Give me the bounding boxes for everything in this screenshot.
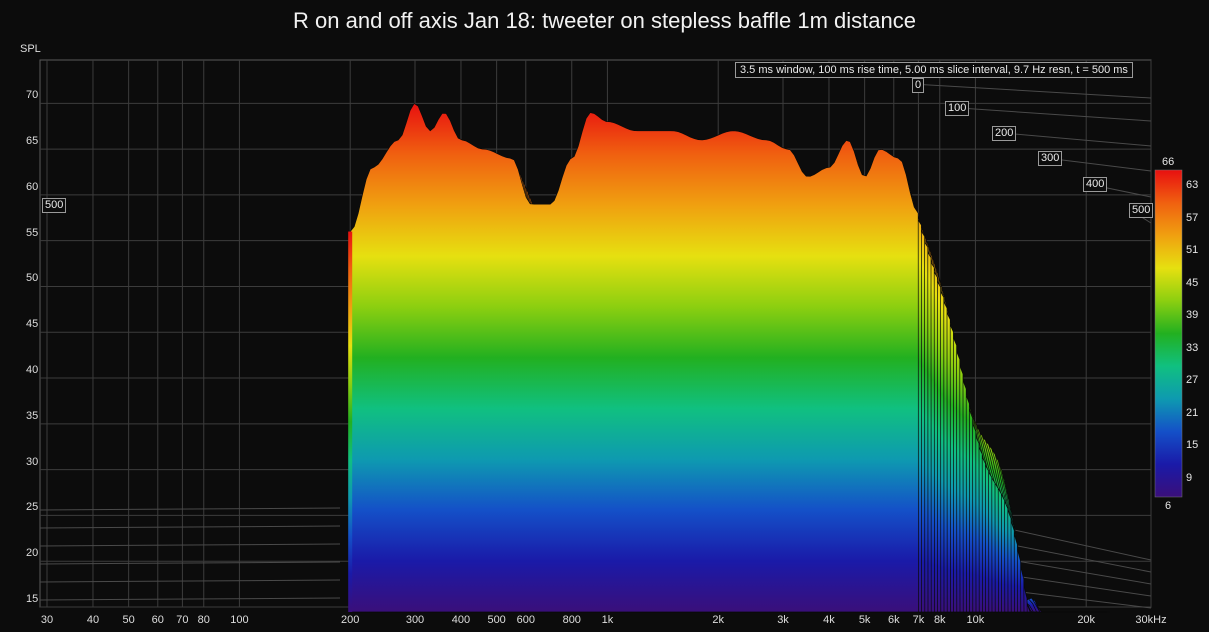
waterfall-slice (349, 103, 919, 613)
x-tick-label: 8k (933, 614, 946, 626)
depth-line (39, 543, 341, 547)
x-tick-label: 200 (341, 614, 360, 626)
x-tick-label: 300 (405, 614, 425, 626)
time-tick-label: 300 (1038, 151, 1063, 166)
x-tick-label: 6k (887, 614, 900, 626)
y-tick-label: 70 (26, 89, 39, 102)
surface-edge (348, 231, 353, 613)
chart-subtitle: 3.5 ms window, 100 ms rise time, 5.00 ms… (735, 62, 1133, 78)
waterfall-surface (348, 103, 1111, 613)
y-tick-label: 55 (26, 226, 39, 239)
x-tick-label: 2k (712, 614, 724, 626)
depth-line (39, 579, 341, 583)
x-tick-label: 40 (86, 614, 100, 626)
x-tick-label: 800 (562, 614, 581, 626)
colorbar-tick-label: 45 (1186, 276, 1199, 289)
chart-title: R on and off axis Jan 18: tweeter on ste… (293, 8, 916, 33)
colorbar-tick-label: 51 (1186, 244, 1199, 256)
time-tick-label: 400 (1083, 177, 1108, 192)
colorbar-tick-label: 15 (1186, 439, 1199, 451)
x-tick-label: 30 (40, 614, 54, 626)
time-tick-label: 100 (945, 101, 970, 116)
y-tick-label: 30 (26, 455, 39, 468)
colorbar (1154, 169, 1183, 498)
colorbar-min: 6 (1165, 500, 1172, 512)
time-gridline (944, 106, 1152, 122)
x-tick-label: 600 (516, 614, 535, 626)
y-tick-label: 60 (26, 180, 39, 193)
depth-line (39, 507, 341, 511)
colorbar-tick-label: 57 (1186, 211, 1199, 224)
colorbar-max: 66 (1162, 156, 1175, 168)
x-tick-label: 5k (858, 614, 871, 626)
x-tick-label: 80 (197, 614, 210, 626)
x-tick-label: 30kHz (1135, 614, 1167, 626)
x-tick-label: 7k (912, 614, 925, 626)
x-tick-label: 70 (176, 614, 189, 626)
time-tick-label-left: 500 (42, 198, 67, 213)
y-tick-label: 65 (26, 135, 39, 148)
y-tick-label: 25 (26, 501, 39, 514)
colorbar-tick-label: 39 (1186, 309, 1199, 321)
colorbar-tick-label: 33 (1186, 341, 1199, 354)
depth-line (39, 525, 341, 529)
x-tick-label: 500 (487, 614, 506, 626)
time-tick-label: 500 (1129, 203, 1154, 218)
y-tick-label: 45 (26, 318, 39, 331)
x-tick-label: 50 (122, 614, 135, 626)
y-tick-label: 35 (26, 409, 39, 422)
colorbar-tick-label: 21 (1186, 406, 1199, 419)
x-tick-label: 1k (601, 614, 614, 626)
depth-line (39, 597, 341, 601)
x-tick-label: 60 (151, 614, 164, 626)
time-tick-label: 0 (912, 78, 925, 93)
time-gridline (911, 83, 1152, 99)
time-gridline (991, 131, 1152, 147)
x-tick-label: 3k (777, 614, 789, 626)
colorbar-tick-label: 9 (1186, 471, 1193, 484)
x-tick-label: 20k (1077, 614, 1096, 626)
x-tick-label: 100 (230, 614, 249, 626)
y-axis-label: SPL (20, 43, 41, 55)
colorbar-tick-label: 27 (1186, 374, 1199, 386)
y-tick-label: 15 (26, 593, 39, 605)
x-tick-label: 4k (823, 614, 835, 626)
depth-line (39, 561, 341, 565)
y-tick-label: 50 (26, 272, 39, 285)
y-tick-label: 40 (26, 364, 39, 377)
time-tick-label: 200 (992, 126, 1017, 141)
colorbar-tick-label: 63 (1186, 179, 1199, 191)
x-tick-label: 400 (451, 614, 471, 626)
x-tick-label: 10k (966, 614, 985, 626)
y-tick-label: 20 (26, 547, 39, 560)
